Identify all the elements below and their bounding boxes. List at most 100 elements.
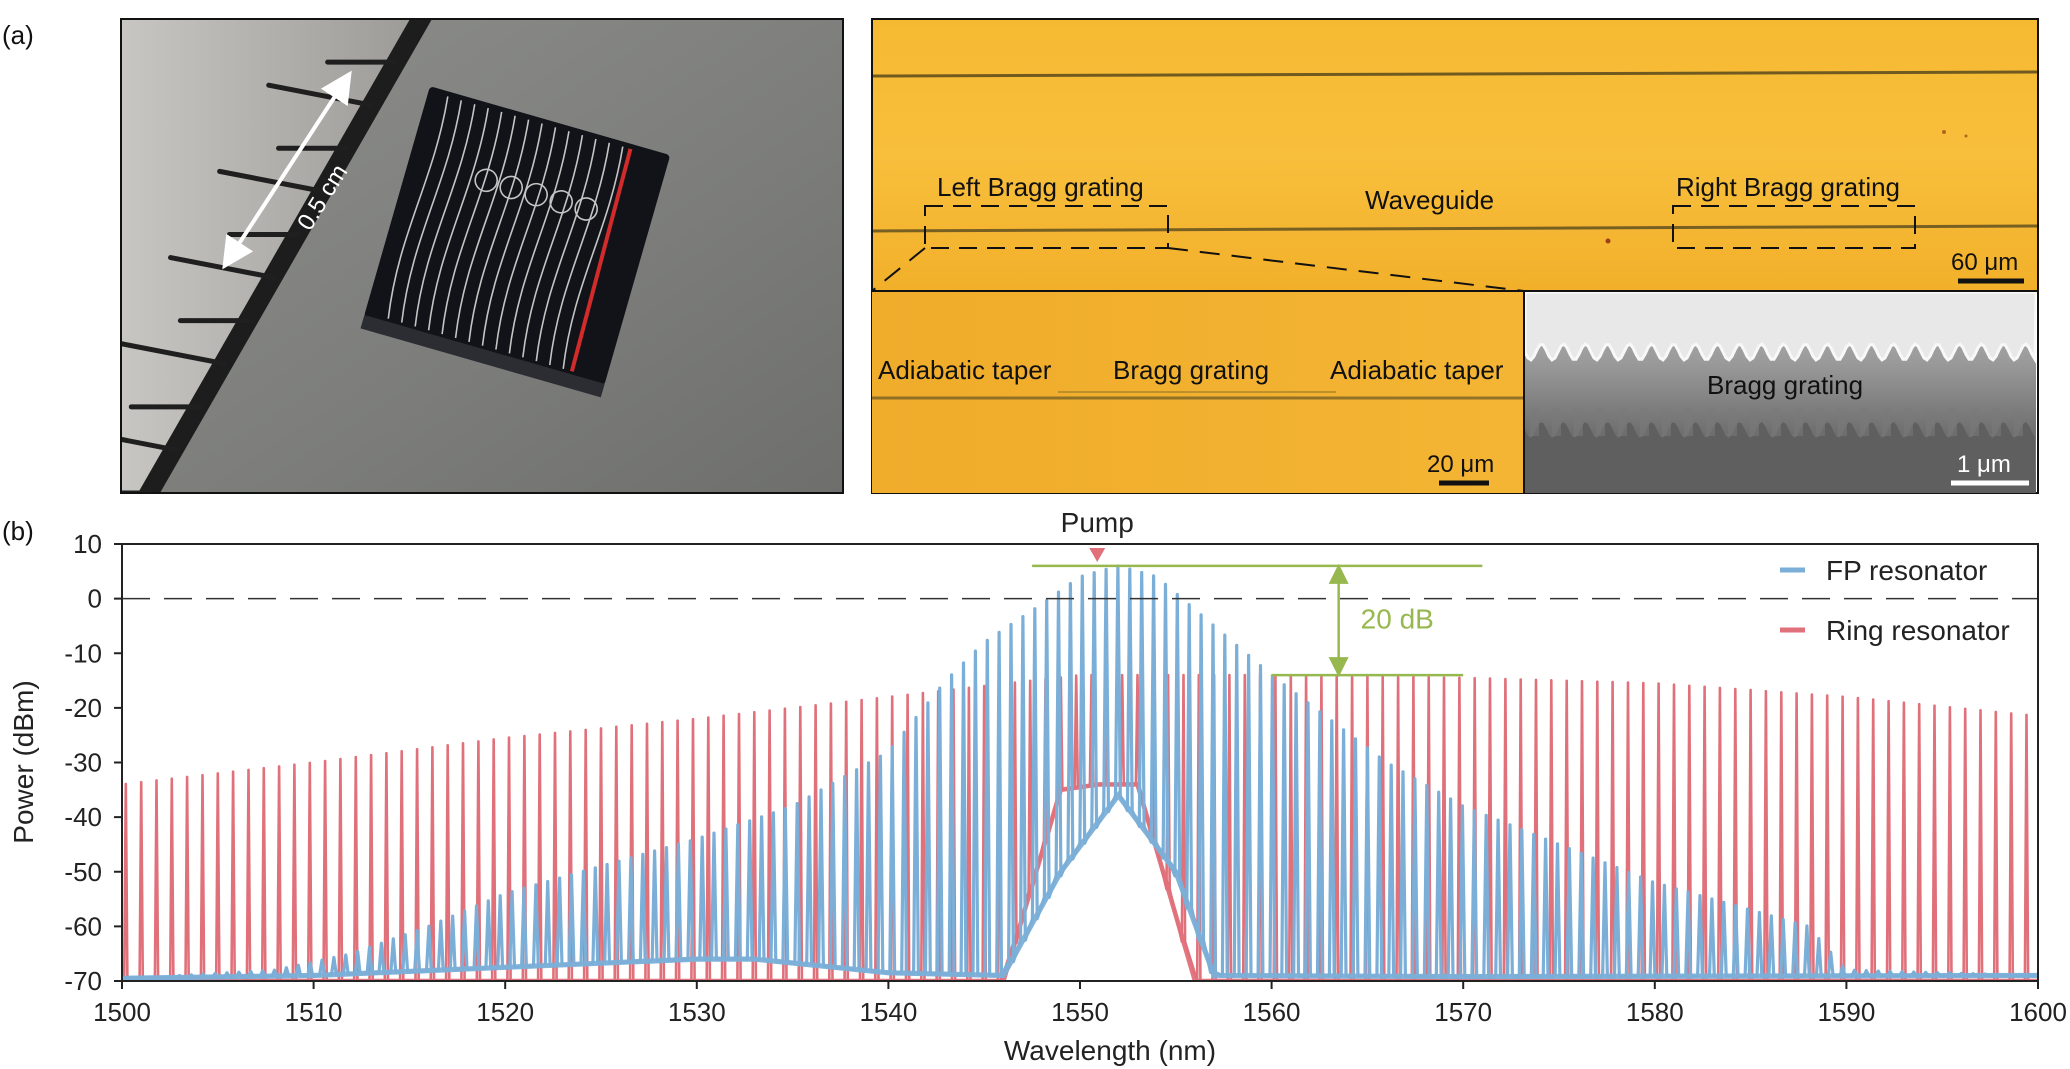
chip bbox=[360, 87, 670, 398]
sem-tooth bbox=[1662, 408, 1671, 436]
left-bragg-box bbox=[924, 205, 1169, 249]
x-tick-label: 1600 bbox=[2009, 997, 2067, 1027]
chip-ring bbox=[549, 190, 573, 214]
microscope-image: Left Bragg grating Waveguide Right Bragg… bbox=[871, 19, 2039, 291]
right-bragg-box bbox=[1672, 205, 1916, 249]
y-tick-label: 10 bbox=[73, 529, 102, 559]
x-tick-label: 1510 bbox=[285, 997, 343, 1027]
sem-tooth bbox=[1926, 408, 1935, 436]
scale-arrow bbox=[222, 70, 352, 270]
x-tick-label: 1590 bbox=[1817, 997, 1875, 1027]
legend: FP resonator Ring resonator bbox=[1780, 555, 2010, 646]
sem-tooth bbox=[1530, 408, 1539, 436]
right-bragg-label: Right Bragg grating bbox=[1676, 172, 1900, 202]
chip-ring bbox=[574, 197, 598, 221]
sem-tooth bbox=[1574, 408, 1583, 436]
chip-waveguide bbox=[548, 142, 611, 366]
chip-waveguide bbox=[535, 138, 597, 362]
x-tick-label: 1580 bbox=[1626, 997, 1684, 1027]
fp-resonator-series bbox=[122, 564, 2038, 981]
y-axis-ticks: 10 0 -10 -20 -30 -40 -50 -60 -70 bbox=[64, 529, 122, 996]
zoom-scale-label: 20 μm bbox=[1427, 451, 1494, 478]
ruler-tick bbox=[407, 19, 424, 22]
sem-tooth bbox=[1970, 408, 1979, 436]
pump-label: Pump bbox=[1061, 507, 1134, 538]
x-tick-label: 1560 bbox=[1243, 997, 1301, 1027]
sem-tooth bbox=[2014, 408, 2023, 436]
y-tick-label: -70 bbox=[64, 966, 102, 996]
chip-waveguide bbox=[400, 100, 463, 323]
sem-tooth bbox=[1882, 408, 1891, 436]
sem-scale-label: 1 μm bbox=[1957, 451, 2011, 478]
y-tick-label: -20 bbox=[64, 693, 102, 723]
sem-tooth bbox=[1816, 408, 1825, 436]
chip-ring bbox=[499, 175, 523, 200]
chip-waveguide bbox=[522, 134, 584, 358]
sem-tooth bbox=[1992, 408, 2001, 436]
sem-tooth bbox=[1772, 408, 1781, 436]
x-tick-label: 1550 bbox=[1051, 997, 1109, 1027]
sem-tooth bbox=[1596, 408, 1605, 436]
y-tick-label: -40 bbox=[64, 802, 102, 832]
chip-waveguide bbox=[387, 96, 449, 319]
ruler-tick bbox=[121, 341, 228, 367]
microscope-scale-label: 60 μm bbox=[1951, 249, 2018, 276]
x-axis-label: Wavelength (nm) bbox=[1004, 1035, 1216, 1066]
pump-marker bbox=[1089, 548, 1106, 562]
sem-tooth bbox=[1684, 408, 1693, 436]
sem-tooth bbox=[1728, 408, 1737, 436]
panel-a-label: (a) bbox=[2, 20, 34, 50]
chip-photo: 0.5 cm bbox=[121, 19, 843, 493]
sem-tooth bbox=[1860, 408, 1869, 436]
taper-right-label: Adiabatic taper bbox=[1330, 355, 1504, 385]
comb-lines bbox=[122, 673, 2030, 981]
y-tick-label: -60 bbox=[64, 911, 102, 941]
sem-tooth bbox=[1640, 408, 1649, 436]
chip-ring bbox=[524, 182, 548, 207]
x-tick-label: 1520 bbox=[476, 997, 534, 1027]
y-tick-label: -50 bbox=[64, 857, 102, 887]
legend-label: FP resonator bbox=[1826, 555, 1987, 586]
waveguide-label: Waveguide bbox=[1365, 185, 1494, 215]
floor-trace bbox=[122, 790, 2038, 981]
x-axis-ticks: 1500 1510 1520 1530 1540 1550 1560 1570 1580 1590… bbox=[93, 981, 2067, 1027]
chip-waveguide bbox=[481, 123, 543, 346]
sem-image: Bragg grating 1 μm bbox=[1525, 292, 2036, 493]
sem-tooth bbox=[1706, 408, 1715, 436]
chip-waveguide bbox=[495, 127, 557, 350]
chip-waveguide bbox=[468, 119, 530, 342]
y-tick-label: 0 bbox=[88, 584, 102, 614]
sem-tooth bbox=[1838, 408, 1847, 436]
legend-label: Ring resonator bbox=[1826, 615, 2010, 646]
x-tick-label: 1540 bbox=[859, 997, 917, 1027]
y-axis-label: Power (dBm) bbox=[8, 680, 39, 843]
panel-b-label: (b) bbox=[2, 516, 34, 546]
left-bragg-label: Left Bragg grating bbox=[937, 172, 1144, 202]
zoom-bragg-label: Bragg grating bbox=[1113, 355, 1269, 385]
chip-waveguide bbox=[454, 115, 516, 339]
y-tick-label: -30 bbox=[64, 748, 102, 778]
sem-tooth bbox=[1618, 408, 1627, 436]
chip-waveguide bbox=[441, 111, 503, 335]
ruler-tick bbox=[121, 436, 179, 453]
x-tick-label: 1530 bbox=[668, 997, 726, 1027]
chip-waveguide bbox=[508, 131, 570, 354]
zoom-image: Adiabatic taper Bragg grating Adiabatic … bbox=[872, 292, 1524, 493]
taper-left-label: Adiabatic taper bbox=[878, 355, 1052, 385]
chip-waveguide bbox=[427, 107, 489, 331]
chip-ring bbox=[474, 168, 498, 193]
zoom-connector-left bbox=[871, 247, 926, 292]
chip-waveguide bbox=[414, 104, 476, 327]
sem-bragg-label: Bragg grating bbox=[1707, 370, 1863, 400]
y-tick-label: -10 bbox=[64, 638, 102, 668]
x-tick-label: 1570 bbox=[1434, 997, 1492, 1027]
x-tick-label: 1500 bbox=[93, 997, 151, 1027]
chip-waveguide bbox=[562, 146, 624, 369]
sem-tooth bbox=[1552, 408, 1561, 436]
spectrum-plot: 1500 1510 1520 1530 1540 1550 1560 1570 1580 1590… bbox=[64, 507, 2067, 1027]
ruler-tick bbox=[168, 255, 277, 281]
zoom-connector-right bbox=[1167, 247, 1525, 292]
sem-tooth bbox=[1750, 408, 1759, 436]
sem-tooth bbox=[1948, 408, 1957, 436]
